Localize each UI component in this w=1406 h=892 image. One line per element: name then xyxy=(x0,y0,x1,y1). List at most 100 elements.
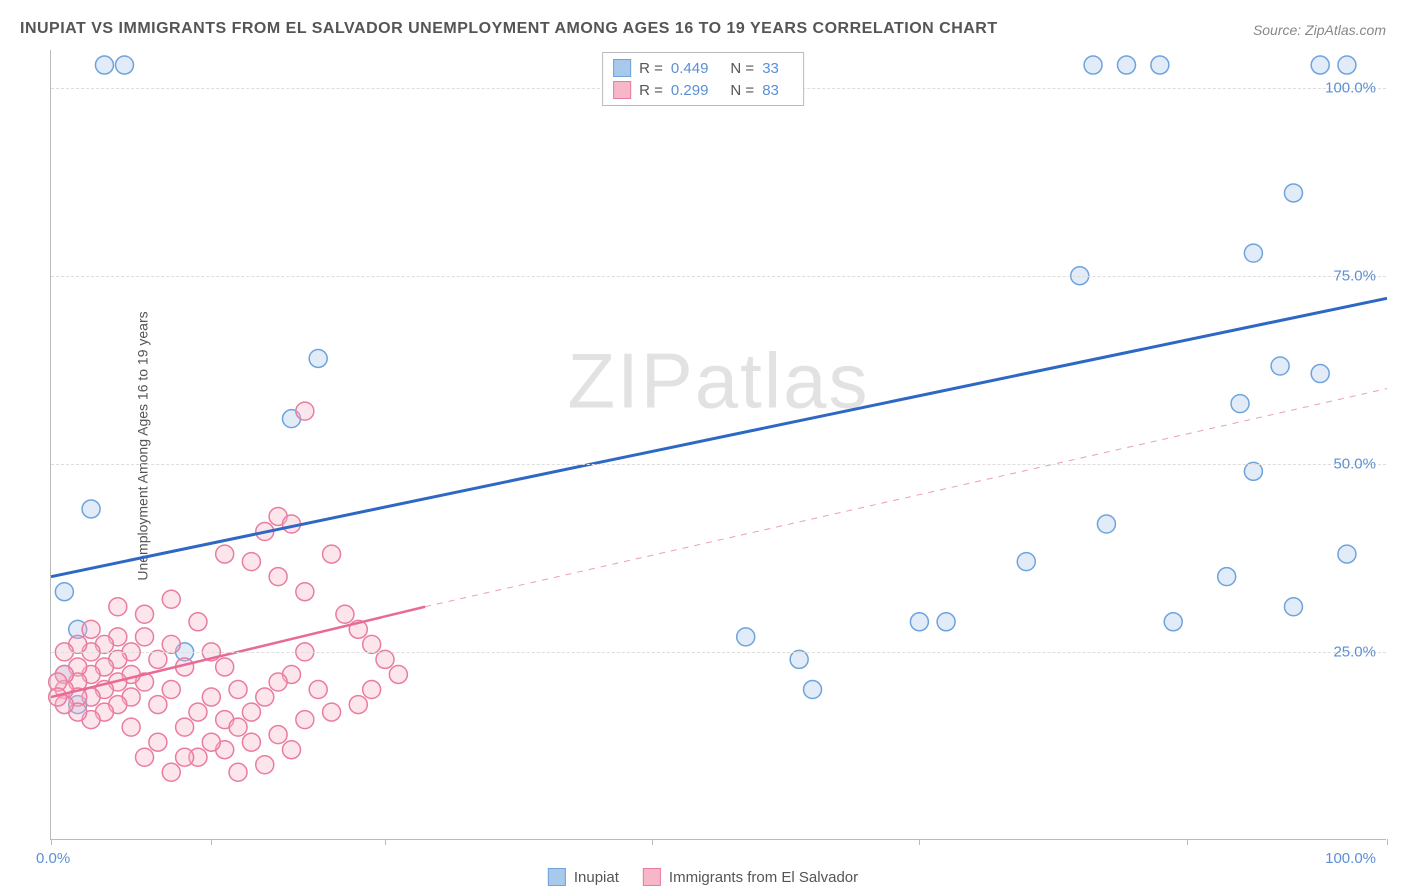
x-tick-label-min: 0.0% xyxy=(36,850,70,867)
data-point xyxy=(189,703,207,721)
data-point xyxy=(82,500,100,518)
data-point xyxy=(363,635,381,653)
legend-item: Inupiat xyxy=(548,868,619,886)
n-value: 33 xyxy=(762,60,779,77)
data-point xyxy=(296,402,314,420)
data-point xyxy=(216,658,234,676)
source-attribution: Source: ZipAtlas.com xyxy=(1253,22,1386,38)
data-point xyxy=(1271,357,1289,375)
y-tick-label: 75.0% xyxy=(1333,267,1376,284)
legend-swatch xyxy=(548,868,566,886)
data-point xyxy=(136,605,154,623)
data-point xyxy=(1097,515,1115,533)
data-point xyxy=(95,56,113,74)
data-point xyxy=(162,635,180,653)
data-point xyxy=(1244,462,1262,480)
data-point xyxy=(1164,613,1182,631)
series-legend: Inupiat Immigrants from El Salvador xyxy=(548,868,858,886)
data-point xyxy=(122,718,140,736)
plot-area: ZIPatlas 25.0%50.0%75.0%100.0%0.0%100.0% xyxy=(50,50,1386,840)
data-point xyxy=(363,681,381,699)
data-point xyxy=(202,688,220,706)
x-tick xyxy=(919,839,920,845)
data-point xyxy=(176,748,194,766)
data-point xyxy=(1244,244,1262,262)
data-point xyxy=(202,733,220,751)
data-point xyxy=(189,613,207,631)
y-tick-label: 25.0% xyxy=(1333,643,1376,660)
data-point xyxy=(256,688,274,706)
data-point xyxy=(269,726,287,744)
data-point xyxy=(1231,395,1249,413)
data-point xyxy=(242,733,260,751)
data-point xyxy=(1311,365,1329,383)
legend-item: Immigrants from El Salvador xyxy=(643,868,858,886)
legend-swatch xyxy=(643,868,661,886)
n-value: 83 xyxy=(762,82,779,99)
chart-container: INUPIAT VS IMMIGRANTS FROM EL SALVADOR U… xyxy=(0,0,1406,892)
x-tick-label-max: 100.0% xyxy=(1325,850,1376,867)
data-point xyxy=(115,56,133,74)
n-label: N = xyxy=(730,82,754,99)
data-point xyxy=(389,665,407,683)
data-point xyxy=(309,349,327,367)
data-point xyxy=(256,756,274,774)
legend-row: R =0.299N =83 xyxy=(613,79,793,101)
y-tick-label: 50.0% xyxy=(1333,455,1376,472)
trend-line-inupiat xyxy=(51,298,1387,576)
data-point xyxy=(309,681,327,699)
data-point xyxy=(242,703,260,721)
data-point xyxy=(136,628,154,646)
data-point xyxy=(176,718,194,736)
data-point xyxy=(1284,184,1302,202)
data-point xyxy=(269,673,287,691)
data-point xyxy=(1017,553,1035,571)
chart-svg xyxy=(51,50,1386,839)
data-point xyxy=(1284,598,1302,616)
r-label: R = xyxy=(639,60,663,77)
data-point xyxy=(242,553,260,571)
y-tick-label: 100.0% xyxy=(1325,79,1376,96)
data-point xyxy=(229,718,247,736)
data-point xyxy=(910,613,928,631)
data-point xyxy=(790,650,808,668)
chart-title: INUPIAT VS IMMIGRANTS FROM EL SALVADOR U… xyxy=(20,20,998,38)
data-point xyxy=(216,545,234,563)
r-value: 0.299 xyxy=(671,82,709,99)
data-point xyxy=(296,711,314,729)
x-tick xyxy=(1187,839,1188,845)
data-point xyxy=(229,763,247,781)
x-tick xyxy=(51,839,52,845)
data-point xyxy=(336,605,354,623)
data-point xyxy=(149,696,167,714)
data-point xyxy=(1338,56,1356,74)
data-point xyxy=(82,620,100,638)
data-point xyxy=(737,628,755,646)
data-point xyxy=(149,733,167,751)
x-tick xyxy=(1387,839,1388,845)
n-label: N = xyxy=(730,60,754,77)
data-point xyxy=(296,583,314,601)
data-point xyxy=(1117,56,1135,74)
data-point xyxy=(349,696,367,714)
data-point xyxy=(162,590,180,608)
legend-label: Immigrants from El Salvador xyxy=(669,869,858,886)
gridline xyxy=(51,652,1386,653)
data-point xyxy=(269,568,287,586)
data-point xyxy=(937,613,955,631)
data-point xyxy=(804,681,822,699)
legend-row: R = 0.449 N = 33 xyxy=(613,57,793,79)
x-tick xyxy=(385,839,386,845)
data-point xyxy=(229,681,247,699)
data-point xyxy=(282,741,300,759)
data-point xyxy=(55,583,73,601)
data-point xyxy=(109,598,127,616)
gridline xyxy=(51,276,1386,277)
r-value: 0.449 xyxy=(671,60,709,77)
gridline xyxy=(51,464,1386,465)
legend-label: Inupiat xyxy=(574,869,619,886)
trend-line-elsalvador-dashed xyxy=(425,389,1387,607)
data-point xyxy=(323,703,341,721)
data-point xyxy=(149,650,167,668)
data-point xyxy=(162,763,180,781)
